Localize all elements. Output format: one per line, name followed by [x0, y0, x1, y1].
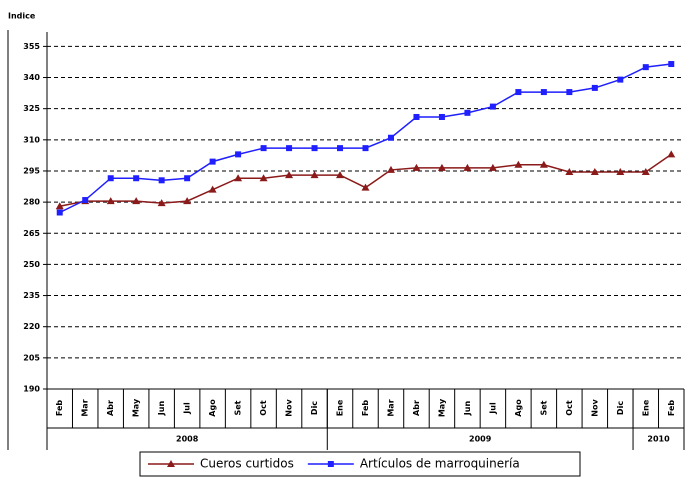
point — [387, 134, 394, 141]
group-label: 2009 — [469, 435, 492, 444]
point — [590, 168, 599, 176]
point — [157, 199, 166, 207]
x-tick-label: May — [437, 398, 446, 417]
point — [82, 197, 89, 204]
y-tick-label: 340 — [23, 73, 40, 82]
x-tick-label: Jun — [463, 401, 472, 417]
point — [616, 168, 625, 176]
x-tick-label: May — [132, 398, 141, 417]
x-tick-label: Set — [234, 400, 243, 415]
legend-label: Cueros curtidos — [200, 457, 294, 471]
y-tick-label: 310 — [23, 135, 40, 144]
point — [540, 89, 547, 96]
point — [515, 89, 522, 96]
point — [259, 174, 268, 182]
y-tick-label: 220 — [23, 322, 40, 331]
x-tick-label: Mar — [81, 399, 90, 416]
x-tick-label: Dic — [310, 401, 319, 415]
y-tick-label: 355 — [23, 42, 40, 51]
point — [310, 171, 319, 179]
point — [641, 168, 650, 176]
point — [464, 109, 471, 116]
point — [539, 160, 548, 168]
y-tick-label: 265 — [23, 229, 40, 238]
group-label: 2010 — [647, 435, 670, 444]
x-tick-label: Ene — [641, 399, 650, 416]
x-tick-label: Oct — [565, 400, 574, 416]
x-tick-label: Nov — [285, 399, 294, 417]
point — [362, 145, 369, 152]
x-tick-label: Mar — [386, 399, 395, 416]
point — [286, 145, 293, 152]
y-tick-label: 295 — [23, 166, 40, 175]
point — [413, 113, 420, 120]
y-axis-label: Indice — [8, 12, 36, 21]
x-tick-label: Jun — [157, 401, 166, 417]
point — [260, 145, 267, 152]
point — [386, 165, 395, 173]
x-tick-label: Feb — [667, 400, 676, 417]
point — [158, 177, 165, 184]
point — [617, 76, 624, 83]
x-tick-label: Ago — [208, 399, 217, 417]
x-tick-label: Set — [539, 400, 548, 415]
point — [667, 150, 676, 158]
y-tick-label: 190 — [23, 385, 40, 394]
point — [565, 168, 574, 176]
point — [285, 171, 294, 179]
point — [133, 175, 140, 182]
point — [591, 84, 598, 91]
x-tick-label: Ene — [336, 399, 345, 416]
x-tick-label: Abr — [106, 400, 115, 416]
y-tick-label: 325 — [23, 104, 40, 113]
point — [327, 461, 334, 467]
point — [463, 163, 472, 171]
point — [208, 185, 217, 193]
y-tick-label: 250 — [23, 260, 40, 269]
legend-box — [139, 451, 581, 477]
x-tick-label: Feb — [361, 400, 370, 417]
point — [642, 64, 649, 71]
point — [514, 160, 523, 168]
point — [488, 163, 497, 171]
x-tick-label: Jul — [183, 402, 192, 415]
group-label: 2008 — [176, 435, 199, 444]
x-tick-label: Dic — [616, 401, 625, 415]
y-tick-label: 280 — [23, 198, 40, 207]
point — [361, 183, 370, 191]
x-tick-label: Feb — [55, 400, 64, 417]
point — [235, 151, 242, 158]
point — [336, 171, 345, 179]
point — [183, 197, 192, 205]
point — [566, 89, 573, 96]
y-tick-label: 235 — [23, 291, 40, 300]
point — [56, 209, 63, 216]
point — [337, 145, 344, 152]
y-tick-label: 205 — [23, 353, 40, 362]
point — [184, 175, 191, 182]
x-tick-label: Oct — [259, 400, 268, 416]
point — [437, 163, 446, 171]
point — [438, 113, 445, 120]
point — [311, 145, 318, 152]
point — [489, 103, 496, 110]
series-line — [59, 153, 672, 208]
x-tick-label: Ago — [514, 399, 523, 417]
point — [668, 61, 675, 68]
point — [55, 202, 64, 210]
x-tick-label: Jul — [488, 402, 497, 415]
point — [167, 460, 175, 467]
point — [412, 163, 421, 171]
legend-label: Artículos de marroquinería — [360, 457, 520, 471]
x-tick-label: Nov — [590, 399, 599, 417]
x-tick-label: Abr — [412, 400, 421, 416]
point — [106, 197, 115, 205]
point — [132, 197, 141, 205]
point — [234, 174, 243, 182]
point — [107, 175, 114, 182]
point — [209, 158, 216, 165]
